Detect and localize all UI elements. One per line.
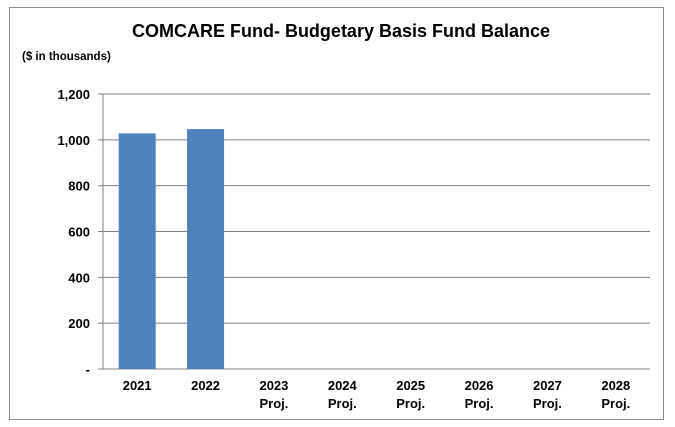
y-axis-ticks: - 200 400 600 800 1,000 1,200: [57, 87, 103, 377]
y-tick-label: 800: [68, 179, 90, 194]
x-tick-label: Proj.: [601, 396, 630, 411]
chart-title: COMCARE Fund- Budgetary Basis Fund Balan…: [132, 21, 550, 41]
x-tick-label: Proj.: [465, 396, 494, 411]
y-tick-label: -: [86, 362, 90, 377]
bar: [187, 129, 225, 369]
y-tick-label: 400: [68, 270, 90, 285]
x-tick-label: 2027: [533, 378, 562, 393]
x-axis-labels: 2021 2022 2023 Proj. 2024 Proj. 2025 Proj. 2026 P…: [123, 378, 631, 411]
gridlines: [103, 93, 650, 370]
y-tick-label: 600: [68, 225, 90, 240]
chart-frame: [9, 7, 664, 420]
y-tick-label: 200: [68, 316, 90, 331]
x-tick-label: Proj.: [533, 396, 562, 411]
bars: [118, 129, 225, 369]
y-tick-label: 1,000: [57, 133, 90, 148]
x-tick-label: 2023: [259, 378, 288, 393]
bar: [118, 133, 156, 369]
x-tick-label: Proj.: [328, 396, 357, 411]
y-tick-label: 1,200: [57, 87, 90, 102]
x-tick-label: 2022: [191, 378, 220, 393]
x-tick-label: 2026: [465, 378, 494, 393]
x-tick-label: 2025: [396, 378, 425, 393]
x-tick-label: 2024: [328, 378, 358, 393]
x-tick-label: Proj.: [259, 396, 288, 411]
x-tick-label: 2028: [601, 378, 630, 393]
x-tick-label: 2021: [123, 378, 152, 393]
chart-subtitle: ($ in thousands): [22, 51, 111, 63]
x-tick-label: Proj.: [396, 396, 425, 411]
